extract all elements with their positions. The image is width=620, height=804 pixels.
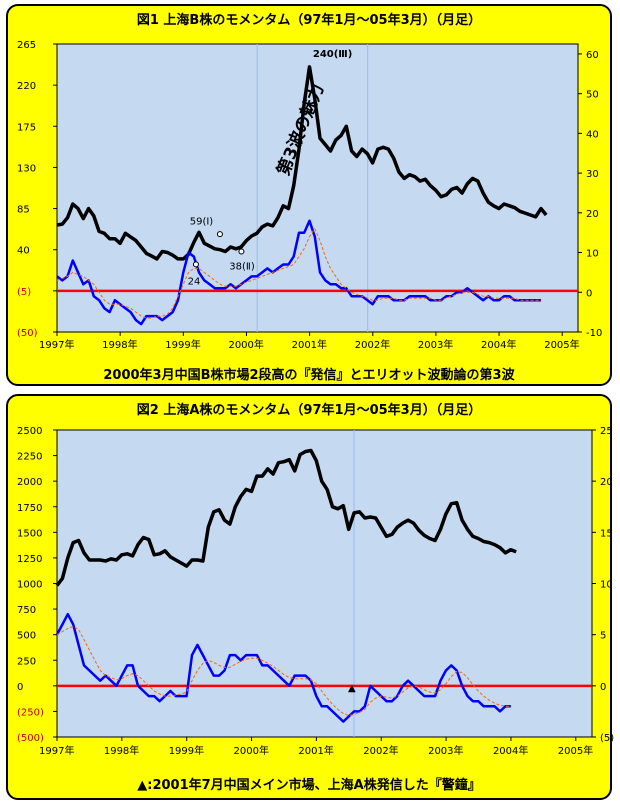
chart-1-ytick-left-1: 220 (17, 81, 36, 92)
chart-2-series-momentum (55, 612, 511, 723)
chart-2-ytick-right-2: 15 (600, 528, 613, 539)
chart-2-xtick-7: 2004年 (493, 744, 528, 757)
chart-1-xtick-6: 2003年 (418, 338, 453, 351)
chart-2-plot-area (56, 429, 593, 738)
chart-1-annotation-2: 24 (188, 276, 201, 287)
chart-2-ytick-left-10: 0 (17, 682, 23, 693)
chart-1-xtick-0: 1997年 (39, 338, 74, 351)
chart-1-xtick-4: 2001年 (292, 338, 327, 351)
chart-1-annotation-point-3 (238, 248, 245, 255)
chart-2-xtick-2: 1999年 (169, 744, 204, 757)
chart-1-ytick-left-5: 40 (17, 246, 30, 257)
chart-1-ytick-left-7: (50) (17, 328, 38, 339)
chart-2-ytick-left-1: 2250 (17, 452, 42, 463)
chart-1-ytick-left-6: (5) (17, 287, 31, 298)
chart-2-warning-marker: ▲ (348, 683, 356, 694)
chart-1-xtick-2: 1999年 (165, 338, 200, 351)
chart-2-ytick-left-12: (500) (17, 733, 44, 744)
chart-1-annotation-0: 240(Ⅲ) (313, 49, 352, 60)
chart-1-title: 図1 上海B株のモメンタム（97年1月～05年3月）（月足） (136, 13, 482, 28)
chart-2-ytick-left-11: (250) (17, 707, 44, 718)
chart-1-ytick-right-3: 30 (586, 169, 599, 180)
chart-1-xtick-5: 2002年 (355, 338, 390, 351)
chart-1-ytick-right-6: 0 (586, 288, 592, 299)
chart-1-annotation-3: 38(Ⅱ) (229, 262, 255, 273)
chart-2-ytick-right-0: 25 (600, 426, 613, 437)
chart-2-xtick-1: 1998年 (104, 744, 139, 757)
chart-1-caption: 2000年3月中国B株市場2段高の『発信』とエリオット波動論の第3波 (103, 368, 515, 383)
chart-2-title: 図2 上海A株のモメンタム（97年1月～05年3月）（月足） (136, 403, 482, 418)
chart-2-ytick-left-9: 250 (17, 656, 36, 667)
chart-2-xtick-5: 2002年 (363, 744, 398, 757)
chart-2-xtick-6: 2003年 (428, 744, 463, 757)
chart-1-ytick-right-5: 10 (586, 249, 599, 260)
chart-2-ytick-left-6: 1000 (17, 580, 42, 591)
chart-1-annotation-1: 59(Ⅰ) (190, 216, 214, 227)
chart-2-ytick-left-5: 1250 (17, 554, 42, 565)
chart-2-ytick-left-0: 2500 (17, 426, 42, 437)
chart-1-ytick-left-3: 130 (17, 163, 36, 174)
chart-1-xtick-3: 2000年 (228, 338, 263, 351)
chart-1-xtick-7: 2004年 (481, 338, 516, 351)
chart-1-ytick-left-2: 175 (17, 122, 36, 133)
chart-1-ytick-right-0: 60 (586, 50, 599, 61)
chart-2-ytick-left-2: 2000 (17, 477, 42, 488)
chart-2-ytick-right-4: 5 (600, 631, 606, 642)
chart-1-ytick-right-1: 50 (586, 90, 599, 101)
chart-2-series-signal (56, 626, 511, 716)
chart-2-xtick-4: 2001年 (298, 744, 333, 757)
chart-2-ytick-left-8: 500 (17, 631, 36, 642)
chart-2-ytick-right-6: (5) (600, 733, 614, 744)
chart-2-xtick-0: 1997年 (39, 744, 74, 757)
chart-2-ytick-left-7: 750 (17, 605, 36, 616)
chart-2-xtick-8: 2005年 (558, 744, 593, 757)
chart-1-ytick-left-4: 85 (17, 205, 30, 216)
chart-2-xtick-3: 2000年 (234, 744, 269, 757)
chart-2-ytick-right-5: 0 (600, 682, 606, 693)
chart-2-ytick-left-4: 1500 (17, 528, 42, 539)
chart-2-series-index (55, 448, 517, 587)
chart-2-caption: ▲:2001年7月中国メイン市場、上海A株発信した『警鐘』 (137, 778, 481, 793)
chart-2-ytick-left-3: 1750 (17, 503, 42, 514)
chart-1-xtick-8: 2005年 (544, 338, 579, 351)
chart-1-ytick-right-7: -10 (586, 328, 602, 339)
chart-1-ytick-left-0: 265 (17, 40, 36, 51)
chart-1-xtick-1: 1998年 (102, 338, 137, 351)
chart-1-series-index (56, 65, 548, 261)
chart-1-annotation-point-2 (192, 261, 199, 268)
chart-2-ytick-right-1: 20 (600, 477, 613, 488)
chart-1-annotation-point-1 (216, 231, 223, 238)
chart-1-series-momentum (56, 219, 541, 326)
chart-1-ytick-right-4: 20 (586, 209, 599, 220)
chart-1-ytick-right-2: 40 (586, 129, 599, 140)
chart-2-ytick-right-3: 10 (600, 580, 613, 591)
chart-1-plot-area (56, 43, 579, 333)
